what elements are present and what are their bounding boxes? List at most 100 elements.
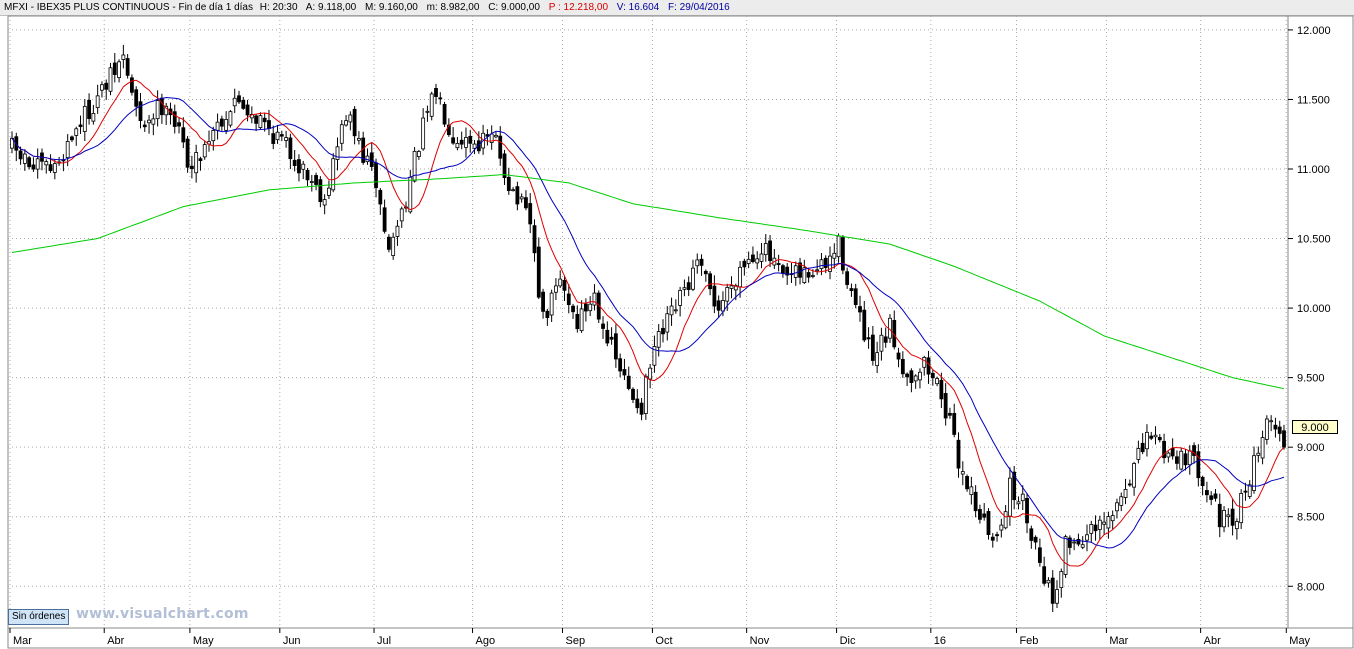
candle-body <box>1102 521 1107 525</box>
candle-body <box>31 164 36 170</box>
candle-body <box>1020 493 1025 502</box>
candle-body <box>442 104 447 125</box>
candle-body <box>952 413 957 435</box>
candle-body <box>986 511 991 535</box>
candle-body <box>669 305 674 316</box>
candle-body <box>1119 496 1124 506</box>
y-tick-label: 11.500 <box>1297 94 1330 106</box>
candle-body <box>798 262 802 278</box>
candle-body <box>776 263 781 265</box>
candle-body <box>579 308 584 332</box>
candle-body <box>866 337 871 340</box>
candle-body <box>1140 442 1145 453</box>
candle-body <box>1166 452 1171 458</box>
candle-body <box>652 346 657 366</box>
low-label: m: 8.982,00 <box>426 2 480 13</box>
candle-body <box>348 114 353 123</box>
orders-button[interactable]: Sin órdenes <box>8 609 70 625</box>
candle-body <box>631 388 635 400</box>
candle-body <box>374 162 378 189</box>
moving-average-200 <box>11 174 1285 390</box>
candle-body <box>682 287 687 290</box>
candle-body <box>357 138 361 141</box>
candle-body <box>823 257 828 268</box>
candle-body <box>1269 420 1274 423</box>
candle-body <box>429 93 434 117</box>
y-tick-label: 8.000 <box>1297 581 1325 593</box>
x-tick-label: Jun <box>283 635 301 647</box>
candle-body <box>331 158 336 191</box>
candle-body <box>1072 541 1077 544</box>
candle-body <box>74 128 79 136</box>
candle-body <box>1132 463 1137 488</box>
candle-body <box>335 146 340 160</box>
candle-body <box>451 137 456 144</box>
candle-body <box>853 288 858 305</box>
candle-body <box>1179 450 1184 470</box>
candle-body <box>237 95 241 103</box>
x-tick-label: May <box>1289 635 1310 647</box>
y-tick-label: 10.500 <box>1297 234 1331 246</box>
candle-body <box>219 118 224 127</box>
candle-body <box>973 491 978 512</box>
candle-body <box>1046 579 1051 584</box>
candle-body <box>549 292 554 316</box>
candle-body <box>905 373 910 378</box>
y-tick-label: 10.000 <box>1297 303 1331 315</box>
candle-body <box>1016 501 1021 505</box>
candle-body <box>159 97 164 116</box>
candle-body <box>763 243 768 256</box>
candle-body <box>138 101 143 121</box>
candle-body <box>661 327 665 335</box>
candle-body <box>1243 490 1248 493</box>
candle-body <box>883 336 888 343</box>
candle-body <box>215 121 220 131</box>
candle-body <box>232 97 237 107</box>
candle-body <box>935 378 939 385</box>
candle-body <box>870 334 875 361</box>
date-label: F: 29/04/2016 <box>668 2 730 13</box>
candle-body <box>751 254 755 262</box>
y-axis-panel <box>1287 15 1354 629</box>
candle-body <box>399 208 404 222</box>
candle-body <box>506 176 511 191</box>
candle-body <box>1196 451 1201 479</box>
candle-body <box>699 258 704 266</box>
candle-body <box>648 367 653 380</box>
candle-body <box>673 309 678 312</box>
candle-body <box>378 189 383 205</box>
candle-body <box>995 534 999 537</box>
x-tick-label: Abr <box>1204 635 1221 647</box>
candle-body <box>1106 516 1111 529</box>
last-price-tag: 9.000 <box>1292 420 1338 434</box>
candle-body <box>759 253 764 262</box>
candle-body <box>245 104 250 116</box>
candle-body <box>1136 448 1141 460</box>
candle-body <box>1063 536 1068 575</box>
candle-body <box>104 82 109 90</box>
candle-body <box>1239 493 1244 524</box>
candle-body <box>686 282 691 290</box>
candle-body <box>202 144 207 158</box>
candle-body <box>1037 547 1042 563</box>
x-tick-label: 16 <box>934 635 946 647</box>
candle-body <box>918 371 922 381</box>
x-tick-label: Dic <box>840 635 856 647</box>
hour-label: H: 20:30 <box>259 2 298 13</box>
candle-body <box>879 334 884 352</box>
candle-body <box>793 265 798 278</box>
candle-body <box>95 95 100 109</box>
candle-body <box>939 379 944 400</box>
candle-body <box>322 199 327 206</box>
candle-body <box>545 310 550 318</box>
candle-body <box>455 143 460 149</box>
candle-body <box>969 486 974 496</box>
candle-body <box>275 131 280 141</box>
candle-body <box>982 513 987 518</box>
watermark: www.visualchart.com <box>76 606 249 622</box>
candle-body <box>288 137 293 160</box>
candle-body <box>112 62 117 75</box>
candle-body <box>532 225 537 254</box>
